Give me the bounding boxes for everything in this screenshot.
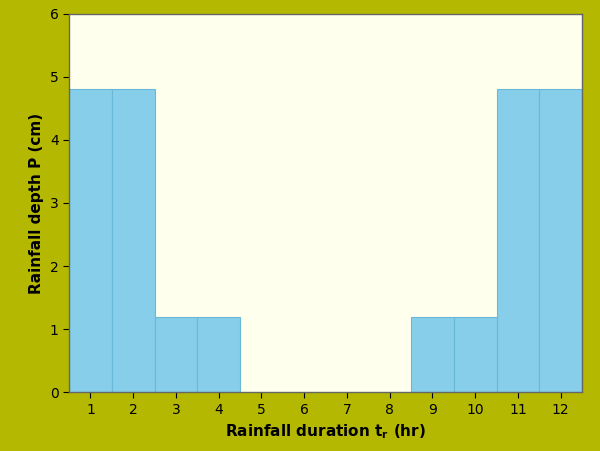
Bar: [539, 89, 582, 392]
Bar: [69, 89, 112, 392]
Bar: [197, 317, 240, 392]
Y-axis label: Rainfall depth P (cm): Rainfall depth P (cm): [29, 112, 44, 294]
Bar: [155, 317, 197, 392]
Bar: [497, 89, 539, 392]
X-axis label: Rainfall duration $\mathbf{t_r}$ (hr): Rainfall duration $\mathbf{t_r}$ (hr): [225, 422, 426, 441]
Bar: [411, 317, 454, 392]
Bar: [454, 317, 497, 392]
Bar: [112, 89, 155, 392]
